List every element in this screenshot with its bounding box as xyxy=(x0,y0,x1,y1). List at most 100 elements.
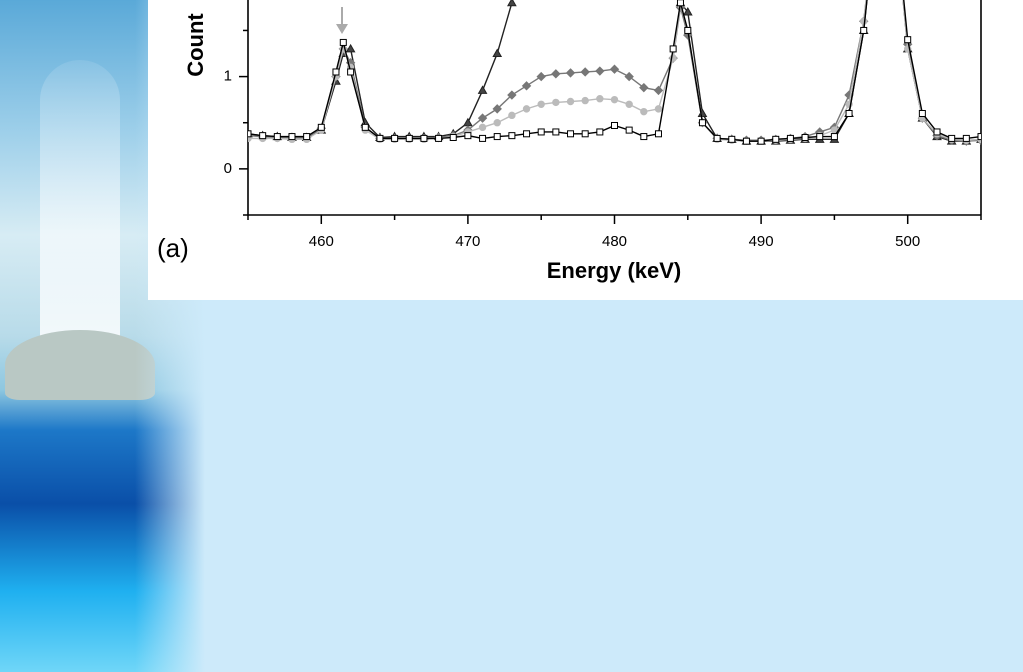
marker xyxy=(580,67,590,77)
marker xyxy=(449,133,457,141)
marker xyxy=(816,133,824,141)
y-tick-label: 0 xyxy=(224,160,232,177)
marker xyxy=(339,38,347,46)
marker xyxy=(477,113,488,123)
marker xyxy=(639,82,649,93)
marker xyxy=(435,134,443,142)
y-axis-title: Count xyxy=(183,13,208,77)
marker xyxy=(844,90,854,100)
marker xyxy=(537,100,545,108)
x-tick-label: 460 xyxy=(309,233,334,250)
marker xyxy=(742,137,750,145)
series-line xyxy=(248,0,981,142)
marker xyxy=(536,71,546,82)
marker xyxy=(801,133,809,141)
marker xyxy=(596,95,604,103)
marker xyxy=(904,36,912,44)
marker xyxy=(303,133,311,141)
marker xyxy=(669,45,677,53)
marker xyxy=(288,133,296,141)
marker xyxy=(697,108,708,117)
marker xyxy=(654,105,663,113)
marker xyxy=(273,133,281,141)
marker xyxy=(521,81,532,91)
marker xyxy=(391,134,399,142)
marker xyxy=(682,6,693,16)
marker xyxy=(493,119,501,127)
marker xyxy=(948,134,956,142)
marker xyxy=(492,48,503,58)
marker xyxy=(492,104,502,114)
marker xyxy=(772,135,780,143)
marker xyxy=(345,43,356,53)
marker xyxy=(609,64,620,74)
marker xyxy=(653,85,664,96)
marker xyxy=(757,137,765,145)
marker xyxy=(259,132,267,140)
marker xyxy=(596,128,604,136)
marker xyxy=(611,121,618,129)
marker xyxy=(493,133,501,141)
marker xyxy=(845,109,853,117)
marker xyxy=(479,134,487,142)
marker xyxy=(830,133,838,141)
marker xyxy=(361,123,369,131)
marker xyxy=(507,90,517,100)
marker xyxy=(508,111,516,120)
marker xyxy=(317,123,325,131)
marker xyxy=(640,133,648,141)
marker xyxy=(625,126,633,134)
marker xyxy=(933,128,941,136)
x-tick-label: 490 xyxy=(749,233,774,250)
marker xyxy=(248,130,252,138)
y-tick-label: 1 xyxy=(224,68,232,85)
marker xyxy=(551,69,561,79)
marker xyxy=(420,134,428,142)
marker xyxy=(684,26,692,34)
marker xyxy=(610,95,619,104)
marker xyxy=(625,100,633,108)
marker xyxy=(728,135,736,143)
marker xyxy=(640,107,648,116)
panel-label: (a) xyxy=(157,233,189,263)
marker xyxy=(581,96,589,105)
marker xyxy=(565,68,576,78)
marker xyxy=(786,134,794,142)
marker xyxy=(581,130,589,138)
marker xyxy=(463,117,473,127)
marker xyxy=(507,0,517,7)
marker xyxy=(567,130,575,138)
marker xyxy=(522,105,531,113)
marker xyxy=(347,68,355,76)
x-tick-label: 480 xyxy=(602,233,627,250)
marker xyxy=(552,128,560,136)
marker xyxy=(977,133,981,141)
chart-panel xyxy=(148,0,1023,300)
arrow-head xyxy=(336,24,348,34)
marker xyxy=(405,134,413,142)
marker xyxy=(918,109,926,117)
x-axis-title: Energy (keV) xyxy=(547,258,682,283)
marker xyxy=(566,97,575,106)
marker xyxy=(376,134,384,142)
marker xyxy=(860,17,868,25)
marker xyxy=(478,123,487,132)
marker xyxy=(698,119,706,127)
x-tick-label: 470 xyxy=(455,233,480,250)
marker xyxy=(962,134,970,142)
marker xyxy=(552,98,560,107)
marker xyxy=(523,130,531,138)
marker xyxy=(508,132,516,140)
marker xyxy=(624,71,634,82)
marker xyxy=(654,130,662,138)
marker xyxy=(464,132,472,140)
marker xyxy=(332,68,340,76)
marker xyxy=(860,26,868,34)
plot-area xyxy=(248,0,981,146)
marker xyxy=(713,134,721,142)
marker xyxy=(537,128,545,136)
marker xyxy=(595,66,605,76)
x-tick-label: 500 xyxy=(895,233,920,250)
